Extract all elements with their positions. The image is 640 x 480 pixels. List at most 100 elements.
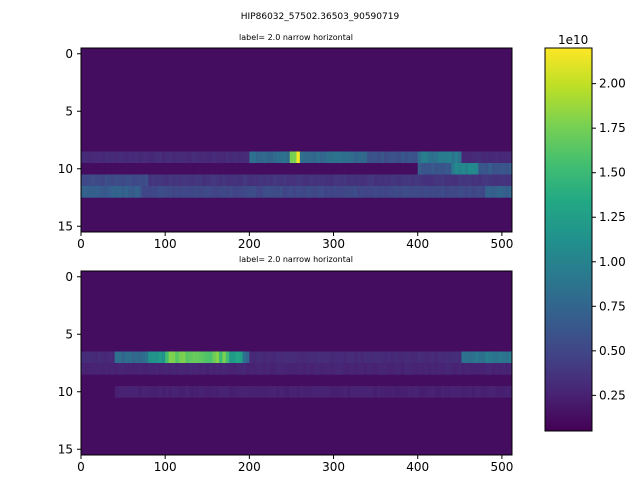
heatmap-cell	[397, 163, 402, 175]
heatmap-cell	[131, 186, 136, 198]
heatmap-cell	[478, 174, 482, 187]
heatmap-cell	[478, 351, 482, 364]
heatmap-cell	[293, 163, 297, 175]
heatmap-cell	[158, 174, 163, 187]
heatmap-cell	[306, 174, 311, 187]
heatmap-cell	[501, 163, 506, 175]
heatmap-cell	[478, 186, 482, 198]
heatmap-cell	[286, 186, 291, 198]
heatmap-cell	[262, 151, 267, 164]
heatmap-cell	[283, 351, 287, 364]
heatmap-cell	[417, 163, 422, 175]
heatmap-cell	[188, 351, 193, 364]
heatmap-cell	[118, 351, 122, 364]
heatmap-cell	[404, 174, 408, 187]
heatmap-cell	[407, 151, 412, 164]
heatmap-cell	[404, 351, 408, 364]
x-tick-label: 200	[238, 237, 261, 251]
heatmap-cell	[410, 386, 415, 398]
heatmap-cell	[107, 174, 112, 187]
heatmap-cell	[370, 163, 375, 175]
heatmap-cell	[468, 163, 472, 175]
heatmap-cell	[309, 363, 314, 375]
heatmap-cell	[202, 174, 206, 187]
heatmap-cell	[495, 163, 499, 175]
heatmap-cell	[441, 151, 445, 164]
colorbar-tick-label: 1.00	[599, 255, 626, 269]
heatmap-cell	[276, 151, 280, 164]
heatmap-cell	[259, 151, 264, 164]
heatmap-cell	[256, 363, 260, 375]
heatmap-cell	[192, 174, 196, 187]
heatmap-cell	[410, 363, 415, 375]
heatmap-cell	[299, 363, 304, 375]
heatmap-cell	[272, 186, 277, 198]
heatmap-cell	[84, 363, 89, 375]
heatmap-cell	[390, 163, 395, 175]
heatmap-cell	[134, 174, 139, 187]
heatmap-cell	[259, 174, 264, 187]
heatmap-cell	[505, 186, 509, 198]
heatmap-cell	[286, 174, 291, 187]
heatmap-cell	[144, 174, 149, 187]
heatmap-cell	[279, 363, 284, 375]
heatmap-cell	[155, 351, 159, 364]
heatmap-cell	[421, 363, 425, 375]
heatmap-cell	[414, 351, 419, 364]
heatmap-cell	[276, 186, 280, 198]
heatmap-cell	[326, 151, 331, 164]
heatmap-cell	[400, 163, 405, 175]
heatmap-cell	[94, 386, 99, 398]
heatmap-cell	[266, 351, 270, 364]
heatmap-cell	[118, 163, 122, 175]
heatmap-cell	[451, 174, 456, 187]
heatmap-cell	[508, 186, 513, 198]
heatmap-cell	[121, 151, 126, 164]
heatmap-cell	[138, 386, 142, 398]
heatmap-cell	[144, 363, 149, 375]
heatmap-cell	[309, 163, 314, 175]
heatmap-cell	[495, 174, 499, 187]
axes-frame	[80, 270, 513, 456]
heatmap-cell	[498, 151, 503, 164]
heatmap-cell	[272, 386, 277, 398]
heatmap-cell	[81, 151, 85, 164]
heatmap-cell	[410, 351, 415, 364]
y-tick-label: 15	[58, 442, 73, 456]
heatmap-cell	[414, 163, 419, 175]
heatmap-cell	[121, 163, 126, 175]
heatmap-cell	[373, 351, 378, 364]
heatmap-cell	[289, 174, 294, 187]
heatmap-cell	[104, 151, 109, 164]
heatmap-cell	[417, 386, 422, 398]
heatmap-cell	[208, 363, 213, 375]
heatmap-cell	[205, 351, 210, 364]
heatmap-cell	[498, 163, 503, 175]
heatmap-cell	[138, 174, 142, 187]
heatmap-cell	[192, 163, 196, 175]
heatmap-cell	[373, 151, 378, 164]
heatmap-cell	[111, 151, 115, 164]
heatmap-cell	[350, 151, 355, 164]
heatmap-cell	[370, 363, 375, 375]
heatmap-cell	[367, 386, 371, 398]
heatmap-cell	[91, 351, 95, 364]
heatmap-cell	[205, 174, 210, 187]
heatmap-cell	[441, 174, 445, 187]
heatmap-cell	[330, 163, 334, 175]
heatmap-cell	[309, 386, 314, 398]
heatmap-cell	[279, 186, 284, 198]
heatmap-cell	[471, 151, 476, 164]
heatmap-cell	[478, 151, 482, 164]
heatmap-cell	[192, 363, 196, 375]
heatmap-cell	[269, 351, 274, 364]
heatmap-cell	[400, 363, 405, 375]
heatmap-cell	[353, 186, 358, 198]
heatmap-cell	[485, 386, 489, 398]
heatmap-cell	[367, 363, 371, 375]
heatmap-cell	[474, 351, 479, 364]
heatmap-cell	[488, 386, 493, 398]
heatmap-cell	[198, 351, 203, 364]
heatmap-cell	[336, 386, 341, 398]
